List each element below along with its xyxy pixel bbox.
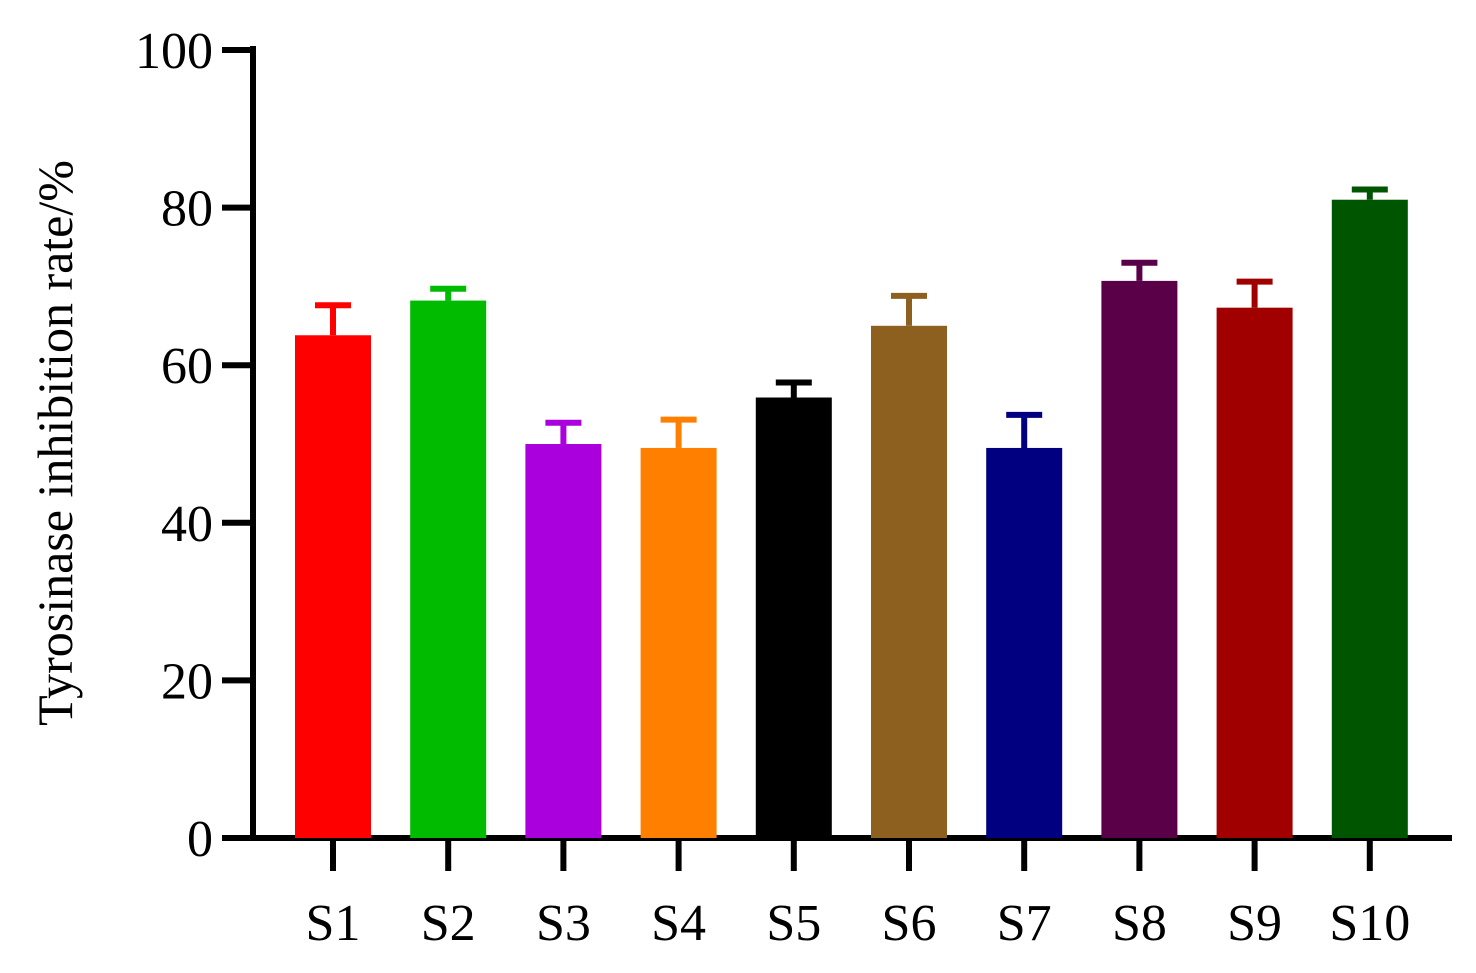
x-tick-label: S5 bbox=[766, 895, 821, 952]
x-tick-label: S7 bbox=[997, 895, 1052, 952]
bar bbox=[871, 325, 947, 838]
error-bar bbox=[891, 292, 927, 326]
y-axis-title: Tyrosinase inhibition rate/% bbox=[27, 160, 83, 726]
error-bar bbox=[545, 419, 582, 444]
y-tick-label: 20 bbox=[161, 653, 213, 710]
x-tick-label: S2 bbox=[421, 895, 476, 952]
y-tick-label: 80 bbox=[161, 181, 213, 238]
error-bar bbox=[1236, 278, 1273, 308]
y-tick-label: 100 bbox=[135, 23, 213, 80]
error-bar bbox=[315, 302, 351, 336]
bar bbox=[525, 444, 602, 838]
x-tick-label: S9 bbox=[1227, 895, 1282, 952]
bar bbox=[1101, 280, 1178, 838]
bar bbox=[640, 447, 717, 838]
x-tick-label: S6 bbox=[882, 895, 937, 952]
bar bbox=[295, 335, 371, 838]
y-tick-label: 0 bbox=[187, 811, 213, 868]
bar bbox=[755, 397, 832, 838]
y-tick-label: 40 bbox=[161, 496, 213, 553]
x-tick-label: S10 bbox=[1329, 895, 1410, 952]
bar bbox=[986, 447, 1063, 838]
error-bar bbox=[430, 285, 467, 301]
bar bbox=[410, 300, 487, 839]
x-tick-label: S1 bbox=[306, 895, 361, 952]
bar bbox=[1216, 307, 1293, 838]
x-tick-label: S3 bbox=[536, 895, 591, 952]
x-tick-label: S4 bbox=[651, 895, 706, 952]
error-bar bbox=[660, 416, 697, 448]
error-bar bbox=[1006, 411, 1043, 448]
y-tick-label: 60 bbox=[161, 338, 213, 395]
bar bbox=[1331, 199, 1408, 839]
error-bar bbox=[775, 379, 812, 398]
error-bar bbox=[1121, 259, 1158, 281]
error-bar bbox=[1351, 186, 1388, 200]
x-tick-label: S8 bbox=[1112, 895, 1167, 952]
